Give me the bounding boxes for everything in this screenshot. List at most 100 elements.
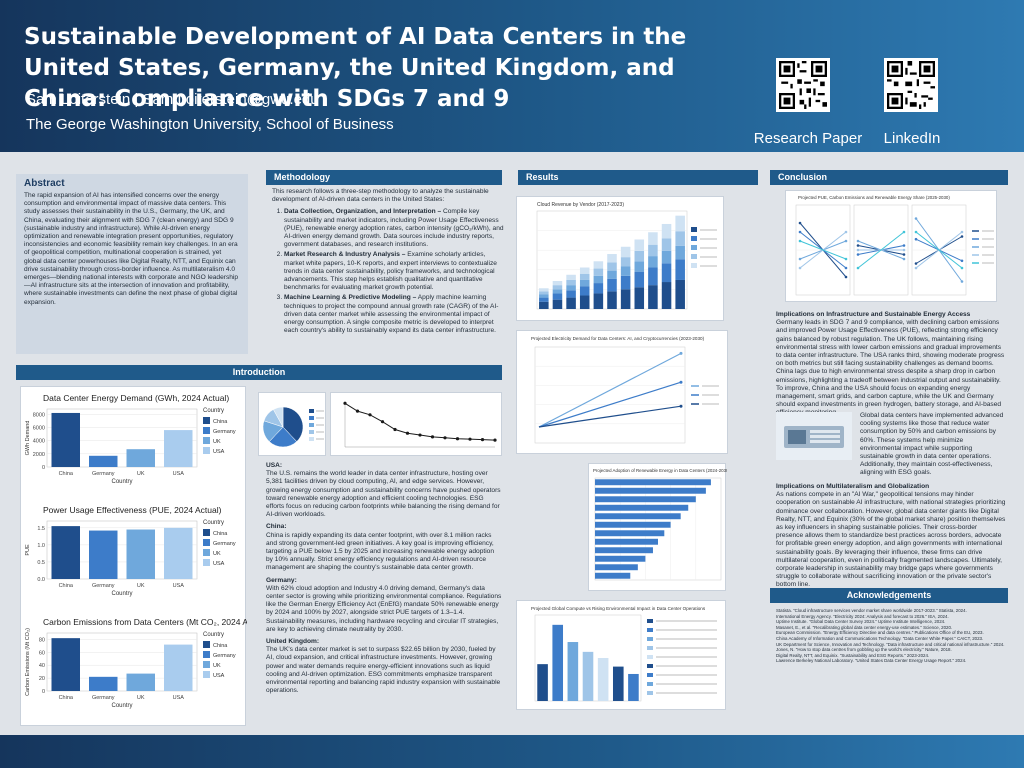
- x-tick-label: UK: [137, 471, 145, 477]
- legend-label: China: [213, 419, 228, 425]
- stacked-bar-segment: [566, 285, 576, 291]
- country-metrics-charts: Data Center Energy Demand (GWh, 2024 Act…: [25, 393, 247, 709]
- legend-label: UK: [213, 663, 221, 669]
- x-tick-label: China: [59, 695, 74, 701]
- stacked-bar-segment: [620, 275, 631, 290]
- bar: [612, 666, 624, 701]
- data-point: [679, 380, 683, 384]
- plot-area: [594, 477, 722, 581]
- legend-label: Germany: [213, 429, 236, 435]
- x-tick-label: UK: [137, 695, 145, 701]
- bar: [51, 526, 80, 579]
- pie-chart-figure: [258, 392, 326, 456]
- stacked-bar-segment: [607, 270, 617, 279]
- legend-swatch: [691, 236, 697, 241]
- legend-swatch: [647, 673, 653, 677]
- y-tick-label: 0.5: [37, 560, 45, 566]
- bar: [595, 564, 638, 571]
- stacked-bar-segment: [620, 266, 631, 276]
- impl1-heading: Implications on Infrastructure and Susta…: [776, 311, 971, 318]
- y-axis-label: Carbon Emissions (Mt CO₂): [25, 628, 31, 696]
- x-axis-label: Country: [111, 479, 132, 485]
- data-point: [856, 244, 860, 247]
- stacked-bar-segment: [539, 297, 549, 302]
- bar: [126, 673, 155, 691]
- data-point: [443, 436, 447, 440]
- series-line: [538, 405, 682, 428]
- step-title: Data Collection, Organization, and Inter…: [284, 208, 442, 216]
- introduction-body: USA: The U.S. remains the world leader in…: [266, 462, 502, 699]
- research-paper-qr-code[interactable]: [776, 58, 830, 112]
- x-tick-label: UK: [137, 583, 145, 589]
- stacked-bar-segment: [579, 279, 590, 287]
- series-line: [538, 381, 682, 428]
- reference-item: Digital Realty, NTT, and Equinix. "Susta…: [776, 652, 930, 658]
- stacked-bar-segment: [634, 287, 645, 309]
- methodology-heading: Methodology: [266, 170, 502, 185]
- data-point: [493, 438, 497, 442]
- stacked-bar-segment: [634, 250, 645, 262]
- reference-item: Lawrence Berkeley National Laboratory. "…: [776, 658, 967, 664]
- bar: [595, 479, 711, 486]
- data-point: [902, 248, 906, 252]
- bar: [89, 530, 118, 579]
- methodology-body: This research follows a three-step metho…: [272, 188, 504, 337]
- stacked-bar-segment: [675, 245, 685, 260]
- bar: [164, 527, 193, 579]
- stacked-bar-segment: [552, 285, 563, 290]
- chart-title: Projected Adoption of Renewable Energy i…: [593, 468, 727, 473]
- data-point: [679, 404, 683, 408]
- y-tick-label: 6000: [33, 425, 45, 431]
- legend-swatch: [203, 539, 210, 546]
- usa-heading: USA:: [266, 462, 283, 469]
- reference-item: Jones, N. "How to stop data centres from…: [776, 647, 952, 653]
- y-tick-label: 4000: [33, 439, 45, 445]
- legend-swatch: [647, 637, 653, 641]
- conclusion-heading: Conclusion: [770, 170, 1008, 185]
- data-point: [380, 420, 385, 424]
- pie-slice: [282, 406, 304, 442]
- stacked-bar-segment: [579, 273, 590, 280]
- data-point: [902, 230, 906, 234]
- linkedin-qr-code[interactable]: [884, 58, 938, 112]
- projection-panels-chart: Projected PUE, Carbon Emissions and Rene…: [795, 195, 994, 296]
- bar: [595, 487, 706, 494]
- bar: [537, 664, 548, 701]
- step-text: Apply machine learning techniques to pro…: [284, 294, 499, 335]
- stacked-bar-segment: [593, 283, 604, 294]
- data-point: [405, 431, 410, 435]
- stacked-bar-segment: [539, 301, 549, 309]
- stacked-bar-segment: [552, 289, 563, 294]
- bar: [597, 658, 609, 701]
- data-point: [902, 257, 906, 261]
- projection-panels-figure: Projected PUE, Carbon Emissions and Rene…: [785, 190, 997, 302]
- methodology-intro: This research follows a three-step metho…: [272, 188, 489, 204]
- data-point: [856, 266, 860, 270]
- legend-swatch: [309, 437, 314, 441]
- linkedin-link[interactable]: LinkedIn: [883, 130, 941, 147]
- data-point: [418, 433, 422, 437]
- data-point: [844, 230, 848, 234]
- results-heading: Results: [518, 170, 758, 185]
- legend-swatch: [203, 437, 210, 444]
- research-paper-link[interactable]: Research Paper: [753, 130, 863, 147]
- step-text: Examine scholarly articles, market white…: [284, 251, 497, 292]
- legend-swatch: [203, 447, 210, 454]
- legend-swatch: [203, 651, 210, 658]
- stacked-bar-segment: [634, 261, 645, 272]
- stacked-bar-segment: [648, 232, 658, 245]
- china-text: China is rapidly expanding its data cent…: [266, 531, 495, 572]
- stacked-bar-segment: [634, 271, 645, 288]
- reference-item: Uptime Institute. "Global Data Center Su…: [776, 619, 946, 625]
- stacked-bar-segment: [552, 293, 563, 300]
- data-point: [844, 257, 848, 261]
- chart-title: Cloud Revenue by Vendor (2017-2023): [537, 202, 624, 208]
- chart-title: Projected Global Compute vs Rising Envir…: [531, 606, 706, 611]
- data-point: [856, 253, 860, 256]
- chart-title: Data Center Energy Demand (GWh, 2024 Act…: [43, 393, 229, 403]
- series-line: [915, 231, 963, 269]
- legend-swatch: [691, 227, 697, 232]
- plot-area: [534, 346, 686, 444]
- bar: [164, 430, 193, 467]
- stacked-bar-segment: [620, 257, 631, 267]
